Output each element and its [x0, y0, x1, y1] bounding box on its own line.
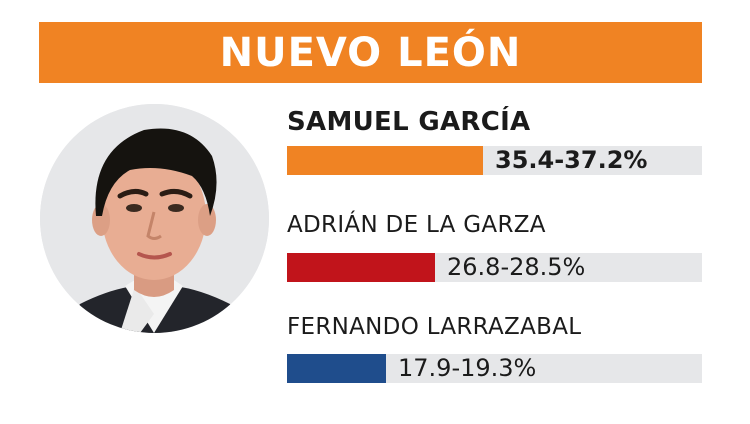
candidate-name-1: SAMUEL GARCÍA	[287, 107, 531, 137]
bar-track-3: 17.9-19.3%	[287, 354, 702, 383]
bar-value-label-1: 35.4-37.2%	[495, 146, 648, 174]
bar-track-2: 26.8-28.5%	[287, 253, 702, 282]
bar-value-label-3: 17.9-19.3%	[398, 354, 537, 382]
candidate-photo	[40, 104, 269, 333]
portrait-image	[40, 104, 269, 333]
bar-track-1: 35.4-37.2%	[287, 146, 702, 175]
candidate-name-3: FERNANDO LARRAZABAL	[287, 314, 582, 340]
candidate-name-2: ADRIÁN DE LA GARZA	[287, 212, 546, 238]
bar-fill-3	[287, 354, 386, 383]
bar-fill-1	[287, 146, 483, 175]
bar-value-label-2: 26.8-28.5%	[447, 253, 586, 281]
page-title: NUEVO LEÓN	[219, 29, 522, 76]
bar-fill-2	[287, 253, 435, 282]
header-banner: NUEVO LEÓN	[39, 22, 702, 83]
